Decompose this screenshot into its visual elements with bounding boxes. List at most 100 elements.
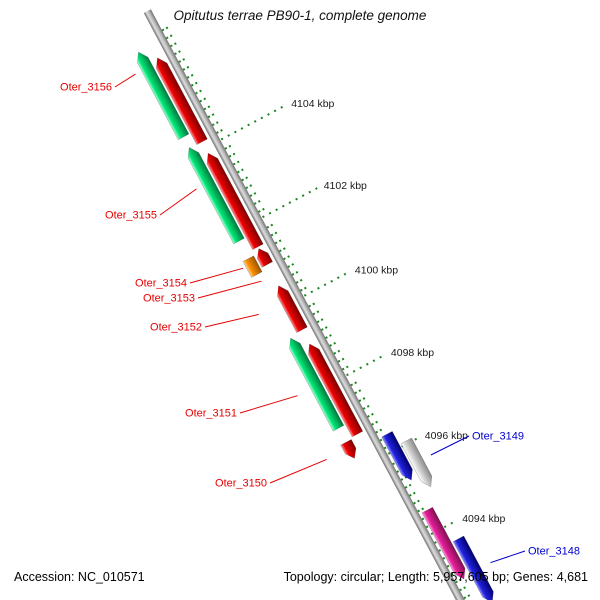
minor-tick	[371, 420, 379, 426]
gene-label-Oter_3150[interactable]: Oter_3150	[215, 478, 267, 490]
genome-track	[133, 9, 497, 600]
gene-arrow-Oter_3149[interactable]	[381, 430, 417, 483]
minor-tick	[207, 113, 215, 119]
leader-line-Oter_3151	[239, 395, 298, 414]
minor-tick	[258, 207, 266, 213]
leader-line-Oter_3150	[269, 458, 327, 484]
gene-arrow-Oter_3154[interactable]	[242, 255, 263, 278]
gene-arrow-Oter_3155[interactable]	[184, 145, 245, 245]
genome-summary-text: Topology: circular; Length: 5,957,605 bp…	[283, 570, 588, 584]
page-title: Opitutus terrae PB90-1, complete genome	[173, 8, 427, 23]
minor-tick	[341, 365, 350, 371]
accession-text: Accession: NC_010571	[14, 570, 145, 584]
gene-arrow-Oter_3148[interactable]	[421, 506, 469, 582]
scale-label: 4094 kbp	[462, 513, 505, 525]
minor-tick	[186, 73, 194, 79]
leader-line-Oter_3153	[197, 280, 262, 299]
gene-label-Oter_3148[interactable]: Oter_3148	[528, 546, 580, 558]
minor-tick	[316, 318, 324, 324]
minor-tick	[459, 586, 467, 592]
minor-tick	[283, 254, 291, 261]
gene-arrow-Oter_3156[interactable]	[133, 49, 190, 141]
minor-tick	[320, 325, 329, 331]
leader-line-Oter_3149	[430, 435, 470, 456]
gene-arrow-Oter_3155[interactable]	[203, 150, 264, 251]
gene-arrow-Oter_3153[interactable]	[254, 246, 273, 268]
minor-tick	[274, 239, 282, 245]
minor-tick	[308, 302, 316, 308]
minor-tick	[161, 26, 169, 32]
minor-tick	[362, 404, 370, 410]
minor-tick	[241, 176, 249, 182]
minor-tick	[216, 128, 224, 134]
minor-tick	[295, 278, 303, 284]
minor-tick	[312, 310, 320, 316]
minor-tick	[358, 396, 366, 402]
minor-tick	[224, 144, 232, 150]
scale-label: 4104 kbp	[291, 98, 334, 110]
gene-label-Oter_3153[interactable]: Oter_3153	[143, 293, 195, 305]
minor-tick	[249, 191, 257, 197]
minor-tick	[350, 381, 358, 387]
minor-tick	[237, 168, 245, 174]
minor-tick	[174, 49, 182, 56]
gene-arrow-Oter_3149[interactable]	[400, 437, 436, 490]
minor-tick	[354, 389, 362, 395]
minor-tick	[413, 499, 421, 505]
minor-tick	[199, 97, 207, 103]
minor-tick	[232, 160, 241, 166]
minor-tick	[287, 262, 295, 268]
scale-label: 4098 kbp	[391, 347, 434, 359]
minor-tick	[337, 357, 345, 363]
minor-tick	[228, 152, 236, 158]
scale-label: 4096 kbp	[425, 430, 468, 442]
minor-tick	[291, 270, 299, 276]
genome-axis	[143, 9, 485, 600]
minor-tick	[190, 81, 199, 87]
gene-arrow-Oter_3150[interactable]	[340, 439, 360, 462]
leader-line-Oter_3148	[490, 550, 526, 564]
gene-label-Oter_3152[interactable]: Oter_3152	[150, 322, 202, 334]
minor-tick	[203, 105, 211, 111]
minor-tick	[404, 483, 412, 489]
gene-label-Oter_3156[interactable]: Oter_3156	[60, 82, 112, 94]
gene-label-Oter_3154[interactable]: Oter_3154	[135, 278, 187, 290]
minor-tick	[367, 412, 375, 418]
gene-arrow-Oter_3148[interactable]	[452, 535, 497, 600]
gene-arrow-Oter_3151[interactable]	[285, 335, 345, 432]
gene-label-Oter_3155[interactable]: Oter_3155	[105, 210, 157, 222]
gene-arrow-Oter_3151[interactable]	[304, 341, 364, 438]
minor-tick	[245, 184, 253, 190]
minor-tick	[299, 286, 308, 292]
minor-tick	[463, 594, 471, 600]
major-tick	[262, 187, 318, 219]
minor-tick	[195, 89, 203, 95]
minor-tick	[417, 507, 425, 513]
minor-tick	[333, 349, 341, 355]
gene-arrow-Oter_3156[interactable]	[152, 55, 208, 145]
minor-tick	[253, 199, 262, 205]
minor-tick	[279, 247, 287, 253]
leader-line-Oter_3155	[159, 188, 197, 216]
minor-tick	[165, 34, 173, 40]
major-tick	[220, 104, 286, 141]
minor-tick	[455, 578, 463, 584]
leader-line-Oter_3152	[204, 313, 259, 328]
minor-tick	[329, 341, 337, 347]
scale-label: 4100 kbp	[355, 265, 398, 277]
minor-tick	[270, 231, 278, 237]
minor-tick	[170, 42, 178, 48]
gene-arrow-Oter_3152[interactable]	[273, 283, 308, 334]
gene-label-Oter_3151[interactable]: Oter_3151	[185, 408, 237, 420]
minor-tick	[266, 223, 274, 229]
leader-line-Oter_3154	[189, 267, 244, 284]
minor-tick	[211, 120, 220, 127]
leader-line-Oter_3156	[114, 73, 136, 88]
scale-label: 4102 kbp	[324, 180, 367, 192]
minor-tick	[375, 428, 383, 434]
minor-tick	[182, 65, 190, 71]
minor-tick	[178, 57, 186, 63]
gene-label-Oter_3149[interactable]: Oter_3149	[472, 431, 524, 443]
